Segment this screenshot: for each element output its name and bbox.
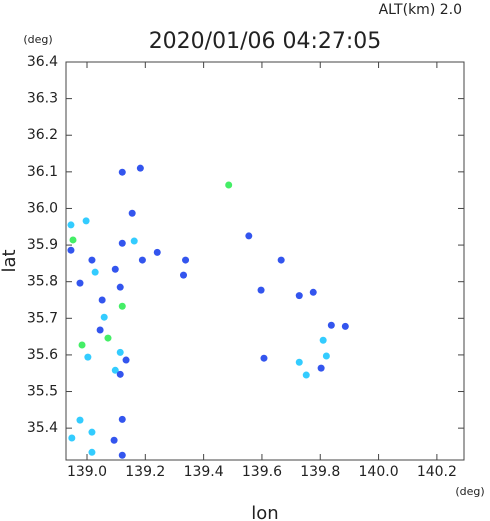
echo-point	[100, 313, 108, 321]
echo-point	[260, 354, 268, 362]
echo-point	[302, 371, 310, 379]
echo-point	[67, 221, 75, 229]
echo-point	[277, 256, 285, 264]
echo-point	[118, 451, 126, 459]
echo-point	[76, 279, 84, 287]
echo-point	[76, 416, 84, 424]
echo-point	[104, 334, 112, 342]
x-tick-label: 140.0	[359, 464, 399, 480]
altitude-label: ALT(km) 2.0	[379, 2, 462, 18]
y-axis-label: lat	[0, 249, 20, 272]
echo-point	[225, 181, 233, 189]
echo-point	[110, 436, 118, 444]
echo-point	[153, 248, 161, 256]
x-tick-label: 139.0	[67, 464, 107, 480]
echo-point	[118, 302, 126, 310]
y-tick-label: 36.1	[27, 164, 58, 180]
echo-point	[182, 256, 190, 264]
y-tick-label: 36.4	[27, 54, 58, 70]
echo-point	[295, 358, 303, 366]
echo-point	[111, 265, 119, 273]
echo-point	[341, 322, 349, 330]
echo-point	[98, 296, 106, 304]
x-tick-label: 139.6	[242, 464, 282, 480]
echo-point	[130, 237, 138, 245]
y-tick-label: 35.4	[27, 420, 58, 436]
echo-point	[309, 288, 317, 296]
echo-point	[180, 271, 188, 279]
echo-point	[88, 428, 96, 436]
echo-point	[91, 268, 99, 276]
echo-point	[116, 283, 124, 291]
echo-point	[118, 415, 126, 423]
y-tick-label: 36.3	[27, 91, 58, 107]
x-unit: (deg)	[455, 485, 484, 498]
x-tick-label: 140.2	[417, 464, 457, 480]
echo-point	[327, 321, 335, 329]
x-tick-label: 139.2	[125, 464, 165, 480]
y-tick-label: 36.2	[27, 127, 58, 143]
y-tick-label: 35.5	[27, 384, 58, 400]
echo-point	[295, 292, 303, 300]
echo-point	[111, 366, 119, 374]
x-tick-label: 139.4	[184, 464, 224, 480]
y-tick-label: 35.7	[27, 310, 58, 326]
echo-point	[319, 336, 327, 344]
x-axis-label: lon	[251, 503, 278, 521]
echo-point	[136, 164, 144, 172]
echo-point	[88, 448, 96, 456]
echo-point	[96, 326, 104, 334]
echo-point	[82, 217, 90, 225]
y-unit: (deg)	[23, 33, 52, 46]
echo-point	[118, 168, 126, 176]
echo-point	[122, 356, 130, 364]
echo-point	[116, 370, 124, 378]
plot-frame	[65, 61, 465, 461]
x-tick-label: 139.8	[300, 464, 340, 480]
y-tick-label: 35.9	[27, 237, 58, 253]
echo-point	[245, 232, 253, 240]
echo-point	[78, 341, 86, 349]
y-tick-label: 35.8	[27, 274, 58, 290]
echo-point	[84, 353, 92, 361]
echo-point	[257, 286, 265, 294]
echo-point	[128, 209, 136, 217]
y-tick-label: 35.6	[27, 347, 58, 363]
echo-point	[67, 246, 75, 254]
echo-point	[138, 256, 146, 264]
echo-point	[68, 434, 76, 442]
echo-point	[69, 236, 77, 244]
echo-point	[116, 348, 124, 356]
chart-title: 2020/01/06 04:27:05	[149, 29, 382, 54]
echo-point	[322, 352, 330, 360]
y-tick-label: 36.0	[27, 200, 58, 216]
echo-point	[317, 364, 325, 372]
echo-point	[118, 239, 126, 247]
echo-point	[88, 256, 96, 264]
